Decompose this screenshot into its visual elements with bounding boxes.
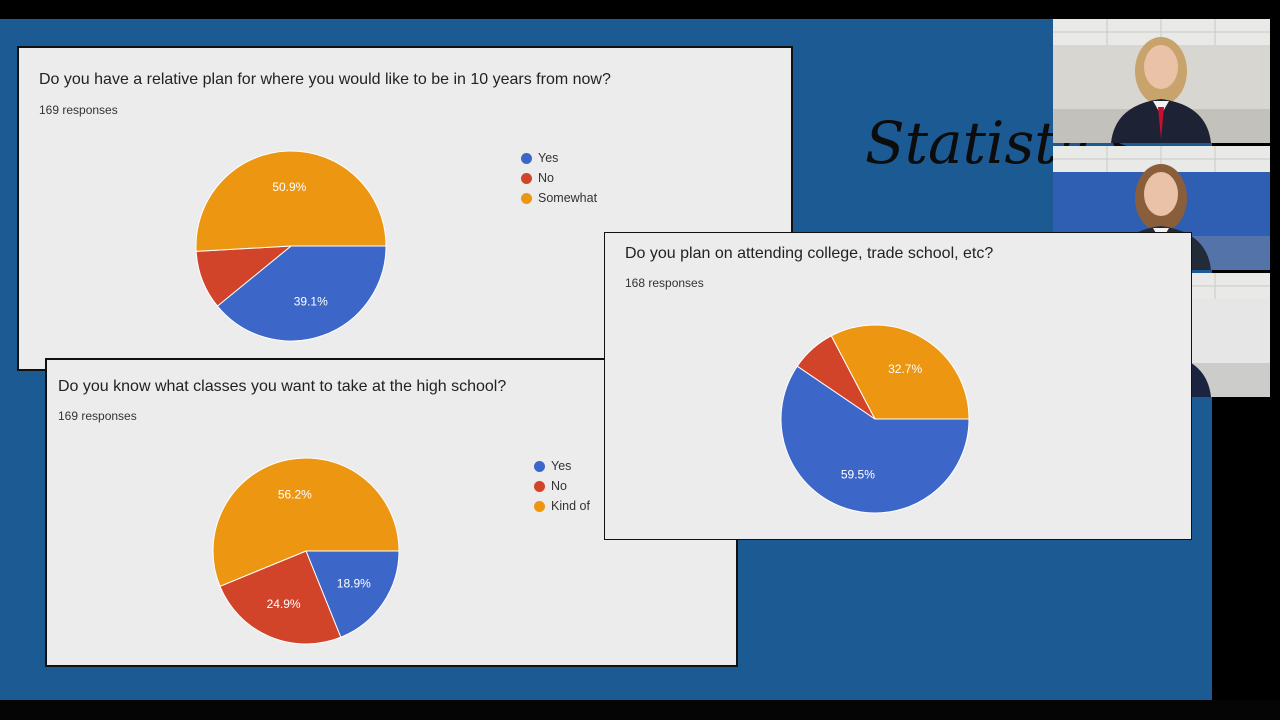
pie-slice-yes xyxy=(216,245,387,342)
legend-swatch xyxy=(521,172,532,184)
legend-swatch xyxy=(534,480,545,492)
chart-legend: Yes No Kind of xyxy=(534,456,590,516)
participant-video-1[interactable] xyxy=(1053,19,1270,143)
legend-item: Yes xyxy=(534,456,590,476)
slice-data-label: 24.9% xyxy=(267,597,301,611)
response-count: 168 responses xyxy=(625,276,704,290)
participant-video-frame xyxy=(1053,19,1270,143)
question-title: Do you know what classes you want to tak… xyxy=(58,378,507,395)
legend-item: Kind of xyxy=(534,496,590,516)
bottom-letterbox-bar xyxy=(0,700,1280,720)
pie-slice-kind-of xyxy=(212,457,400,587)
slice-data-label: 32.7% xyxy=(888,362,922,376)
legend-item: No xyxy=(534,476,590,496)
pie-chart: 18.9% 24.9% 56.2% xyxy=(212,457,400,645)
legend-item: Somewhat xyxy=(521,188,597,208)
chart-legend: Yes No Somewhat xyxy=(521,148,597,208)
slice-data-label: 39.1% xyxy=(294,294,328,308)
legend-swatch xyxy=(521,152,532,164)
legend-label: No xyxy=(551,479,567,493)
slice-data-label: 56.2% xyxy=(278,487,312,501)
pie-slice-somewhat xyxy=(195,150,387,252)
slice-data-label: 59.5% xyxy=(841,468,875,482)
response-count: 169 responses xyxy=(39,103,118,117)
legend-item: No xyxy=(521,168,597,188)
pie-slice-segment-1 xyxy=(780,365,970,514)
legend-label: Yes xyxy=(538,151,559,165)
question-title: Do you plan on attending college, trade … xyxy=(625,245,994,262)
pie-chart: 59.5% 32.7% xyxy=(780,324,970,514)
legend-label: Somewhat xyxy=(538,191,598,205)
legend-swatch xyxy=(534,500,545,512)
pie-slice-yes xyxy=(305,550,400,638)
pie-chart: 39.1% 50.9% xyxy=(195,150,387,342)
slice-data-label: 50.9% xyxy=(272,180,306,194)
legend-label: Kind of xyxy=(551,499,590,513)
response-count: 169 responses xyxy=(58,409,137,423)
legend-swatch xyxy=(534,460,545,472)
legend-label: Yes xyxy=(551,459,572,473)
legend-item: Yes xyxy=(521,148,597,168)
legend-label: No xyxy=(538,171,554,185)
survey-card-college-plans: Do you plan on attending college, trade … xyxy=(604,232,1192,540)
question-title: Do you have a relative plan for where yo… xyxy=(39,71,611,88)
legend-swatch xyxy=(521,192,532,204)
presentation-slide: Statistics Do you have a relative plan f… xyxy=(0,19,1212,700)
pie-slice-segment-3 xyxy=(830,324,970,420)
slice-data-label: 18.9% xyxy=(337,576,371,590)
